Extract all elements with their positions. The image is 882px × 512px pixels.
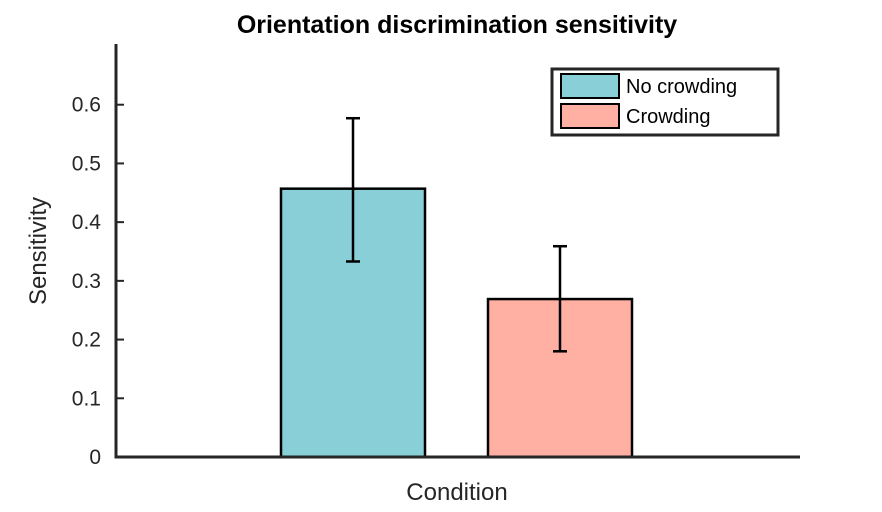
y-tick-label: 0.6 xyxy=(72,94,101,117)
chart-title: Orientation discrimination sensitivity xyxy=(237,11,677,39)
legend-label-crowding: Crowding xyxy=(626,106,710,128)
y-tick-label: 0.4 xyxy=(72,211,102,234)
legend-swatch-crowding xyxy=(560,103,620,129)
y-axis-label: Sensitivity xyxy=(25,197,52,305)
y-tick-label: 0.2 xyxy=(72,329,101,352)
bars-group xyxy=(279,187,634,459)
legend-label-no-crowding: No crowding xyxy=(626,76,737,98)
legend: No crowding Crowding xyxy=(550,67,780,137)
y-tick-label: 0 xyxy=(89,446,101,469)
x-axis-label: Condition xyxy=(406,479,507,506)
y-tick-label: 0.3 xyxy=(72,270,101,293)
y-ticks-group: 0 0.1 0.2 0.3 0.4 0.5 0.6 xyxy=(72,94,124,469)
y-tick-label: 0.5 xyxy=(72,152,101,175)
error-bars-group xyxy=(346,116,567,353)
legend-swatch-no-crowding xyxy=(560,73,620,99)
y-tick-label: 0.1 xyxy=(72,387,101,410)
